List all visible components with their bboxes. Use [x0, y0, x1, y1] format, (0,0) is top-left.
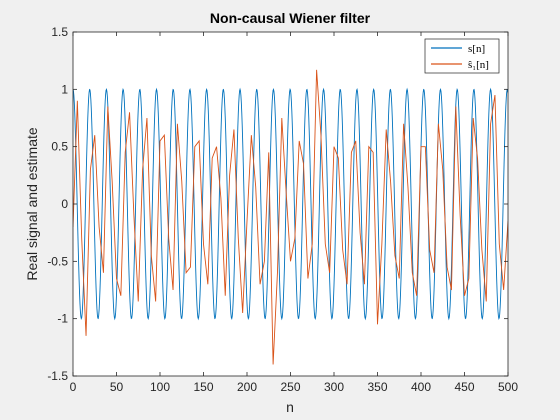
legend-box — [424, 38, 500, 74]
y-tick-label: -0.5 — [47, 254, 68, 268]
legend-label-estimate: ŝ₁[n] — [468, 59, 489, 71]
x-tick-label: 200 — [237, 380, 257, 394]
legend: s[n] ŝ₁[n] — [424, 38, 500, 74]
y-tick-label: -1.5 — [47, 369, 68, 383]
series-line-estimate — [73, 69, 508, 365]
x-tick-label: 400 — [411, 380, 431, 394]
y-tick-label: 0 — [61, 197, 68, 211]
axes-background — [73, 32, 508, 376]
y-tick-label: 1 — [61, 82, 68, 96]
x-tick-label: 150 — [193, 380, 213, 394]
x-tick-label: 300 — [324, 380, 344, 394]
y-axis-label: Real signal and estimate — [24, 127, 40, 281]
legend-label-s: s[n] — [468, 43, 485, 55]
x-tick-label: 100 — [150, 380, 170, 394]
plot-lines — [73, 69, 508, 365]
x-tick-label: 500 — [498, 380, 518, 394]
x-tick-label: 250 — [280, 380, 300, 394]
x-axis-label: n — [286, 399, 294, 415]
y-tick-label: 0.5 — [51, 140, 68, 154]
y-tick-label: 1.5 — [51, 25, 68, 39]
x-tick-label: 450 — [454, 380, 474, 394]
y-tick-label: -1 — [57, 312, 68, 326]
axis-ticks: 0 50 100 150 200 250 300 350 400 450 500 -1.5 -1 -0.5… — [47, 25, 518, 394]
chart-title: Non-causal Wiener filter — [210, 10, 371, 26]
x-tick-label: 50 — [110, 380, 124, 394]
x-tick-label: 350 — [367, 380, 387, 394]
x-tick-label: 0 — [70, 380, 77, 394]
